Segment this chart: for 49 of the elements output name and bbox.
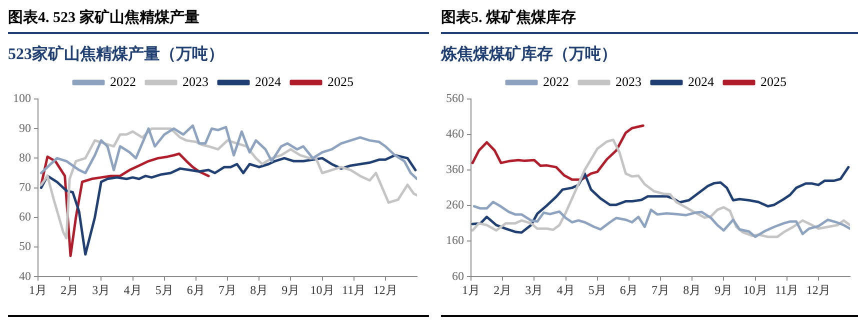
y-tick-label: 160: [446, 233, 464, 248]
x-tick-label: 6月: [620, 282, 638, 297]
chart-subtitle: 523家矿山焦精煤产量（万吨）: [8, 44, 225, 65]
x-tick-label: 9月: [714, 282, 733, 297]
chart-subtitle: 炼焦煤煤矿库存（万吨）: [441, 44, 618, 65]
x-tick-label: 1月: [29, 282, 47, 297]
legend-label: 2024: [688, 74, 714, 89]
x-tick-label: 3月: [525, 282, 544, 297]
y-tick-label: 80: [19, 150, 31, 164]
chart-title: 图表4. 523 家矿山焦精煤产量: [8, 8, 429, 34]
x-tick-label: 10月: [310, 282, 334, 297]
y-tick-label: 40: [19, 268, 31, 283]
x-tick-label: 5月: [588, 282, 606, 297]
x-tick-label: 2月: [60, 282, 79, 297]
legend-label: 2022: [543, 74, 569, 89]
y-tick-label: 260: [446, 198, 464, 212]
x-tick-label: 4月: [124, 282, 142, 297]
x-tick-label: 3月: [92, 282, 110, 297]
y-tick-label: 60: [452, 268, 464, 283]
y-tick-label: 360: [446, 162, 464, 176]
y-tick-label: 70: [19, 180, 31, 194]
legend-label: 2025: [760, 74, 786, 89]
x-tick-label: 11月: [775, 282, 799, 297]
x-tick-label: 7月: [218, 282, 236, 297]
y-tick-label: 560: [446, 91, 464, 106]
x-tick-label: 2月: [494, 282, 512, 297]
x-tick-label: 1月: [462, 282, 480, 297]
x-tick-label: 6月: [186, 282, 205, 297]
x-tick-label: 12月: [806, 282, 830, 297]
x-tick-label: 11月: [342, 282, 366, 297]
x-tick-label: 9月: [282, 282, 300, 297]
x-tick-label: 8月: [250, 282, 268, 297]
y-tick-label: 60: [19, 210, 31, 224]
legend-label: 2023: [182, 74, 208, 89]
x-tick-label: 10月: [743, 282, 768, 297]
legend-label: 2025: [328, 74, 354, 89]
x-tick-label: 7月: [652, 282, 670, 297]
x-tick-label: 8月: [683, 282, 702, 297]
y-tick-label: 90: [19, 120, 31, 135]
y-tick-label: 460: [446, 126, 464, 141]
x-tick-label: 5月: [155, 282, 174, 297]
x-tick-label: 12月: [373, 282, 398, 297]
y-tick-label: 100: [13, 91, 31, 106]
legend-label: 2023: [616, 74, 642, 89]
x-tick-label: 4月: [556, 282, 575, 297]
y-tick-label: 50: [19, 239, 31, 254]
legend-label: 2024: [255, 74, 282, 89]
chart-title: 图表5. 煤矿焦煤库存: [441, 8, 858, 34]
legend-label: 2022: [110, 74, 136, 89]
